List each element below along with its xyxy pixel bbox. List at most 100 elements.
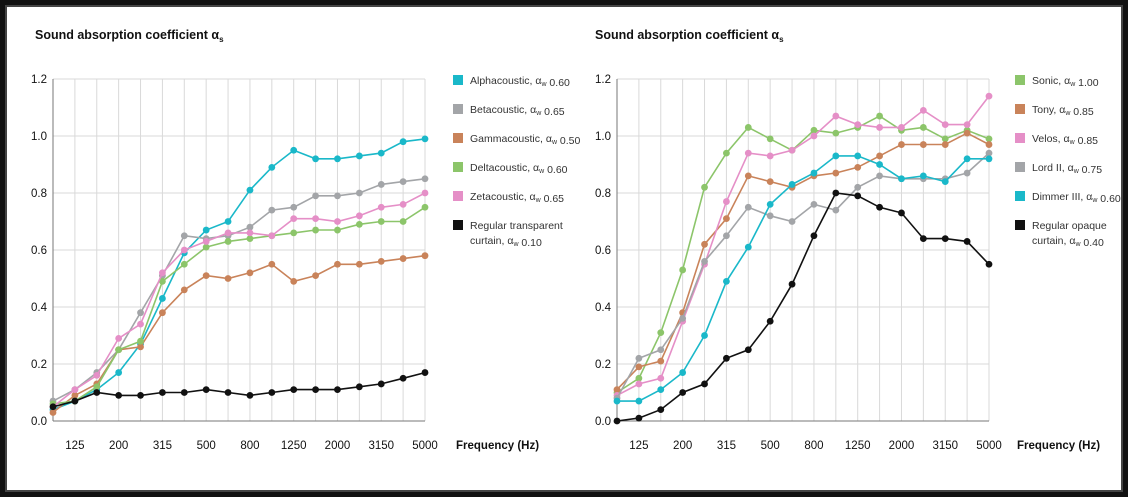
legend-label: Betacoustic, αw 0.65 [470, 104, 565, 118]
series-line [52, 178, 426, 402]
data-point [246, 229, 254, 237]
series-6 [613, 189, 993, 425]
data-point [766, 135, 774, 143]
y-tick-label: 0.8 [595, 188, 611, 200]
x-tick-label: 3150 [932, 440, 958, 452]
data-point [312, 272, 319, 280]
y-tick-label: 0.8 [31, 188, 47, 200]
legend-swatch [453, 191, 463, 201]
data-point [919, 235, 927, 243]
data-point [963, 169, 971, 177]
series-line [52, 371, 426, 408]
y-tick-label: 0.0 [31, 416, 47, 428]
series-line [52, 206, 426, 405]
data-point [985, 141, 993, 148]
data-point [137, 309, 144, 317]
data-point [159, 277, 166, 285]
data-point [290, 229, 298, 237]
data-point [268, 260, 276, 268]
data-point [312, 226, 319, 234]
y-tick-label: 0.4 [31, 302, 48, 314]
data-point [788, 146, 796, 154]
legend-label: Velos, αw 0.85 [1032, 133, 1098, 147]
data-point [399, 138, 407, 146]
data-point [202, 386, 210, 394]
legend: Alphacoustic, αw 0.60 Betacoustic, αw 0.6… [453, 75, 581, 249]
data-point [224, 238, 232, 245]
data-point [832, 112, 840, 120]
data-point [679, 369, 687, 376]
data-point [832, 152, 840, 160]
data-point [224, 229, 232, 237]
data-point [377, 181, 385, 188]
x-tick-label: 500 [761, 440, 780, 452]
chart-title: Sound absorption coefficient αs [35, 28, 224, 44]
data-point [71, 391, 79, 399]
data-point [224, 389, 232, 396]
legend-swatch [1015, 104, 1025, 114]
data-point [832, 206, 840, 214]
data-point [246, 269, 254, 277]
absorption-charts: Sound absorption coefficient αs 0.0 0.2 0.4… [31, 28, 1121, 452]
data-point [613, 386, 621, 394]
data-point [832, 169, 840, 177]
data-point [985, 135, 993, 143]
legend-swatch [1015, 162, 1025, 172]
legend-swatch [453, 104, 463, 114]
data-point [941, 135, 949, 143]
data-point [657, 357, 665, 365]
data-point [268, 232, 276, 240]
legend-label: curtain, αw 0.40 [1032, 235, 1104, 249]
series-5 [49, 189, 429, 411]
x-tick-label: 200 [673, 440, 692, 452]
data-point [399, 255, 407, 262]
data-point [701, 240, 708, 248]
y-tick-label: 0.0 [595, 416, 611, 428]
data-point [421, 135, 429, 143]
data-point [876, 124, 883, 131]
data-point [115, 346, 123, 354]
legend-label: Dimmer III, αw 0.60 [1032, 191, 1121, 205]
data-point [723, 354, 730, 362]
data-point [137, 320, 144, 328]
data-point [723, 198, 730, 205]
data-point [159, 269, 166, 277]
data-point [290, 277, 298, 285]
x-tick-label: 800 [804, 440, 823, 452]
x-tick-label: 2000 [889, 440, 915, 452]
data-point [832, 189, 840, 197]
data-point [613, 417, 621, 425]
x-tick-label: 2000 [325, 440, 351, 452]
data-point [657, 386, 665, 394]
data-point [810, 126, 818, 134]
data-point [246, 391, 254, 399]
data-point [919, 172, 927, 180]
data-point [180, 232, 188, 240]
series-line [616, 132, 990, 391]
data-point [701, 258, 708, 265]
data-point [963, 129, 971, 137]
data-point [334, 260, 341, 268]
series-line [52, 192, 426, 408]
series-line [616, 192, 990, 422]
data-point [744, 124, 752, 131]
data-point [159, 295, 166, 302]
legend-label: Regular opaque [1032, 220, 1107, 232]
data-point [985, 155, 993, 163]
data-point [941, 178, 949, 186]
data-point [180, 260, 188, 268]
legend-swatch [1015, 191, 1025, 201]
data-point [202, 243, 210, 251]
data-point [399, 201, 407, 208]
data-point [657, 329, 665, 337]
data-point [635, 354, 643, 362]
data-point [290, 215, 298, 223]
data-point [766, 212, 774, 220]
series-2 [49, 175, 429, 405]
legend-swatch [453, 133, 463, 143]
y-tick-label: 1.2 [595, 74, 611, 86]
data-point [876, 172, 883, 180]
data-point [985, 149, 993, 157]
data-point [876, 161, 883, 168]
